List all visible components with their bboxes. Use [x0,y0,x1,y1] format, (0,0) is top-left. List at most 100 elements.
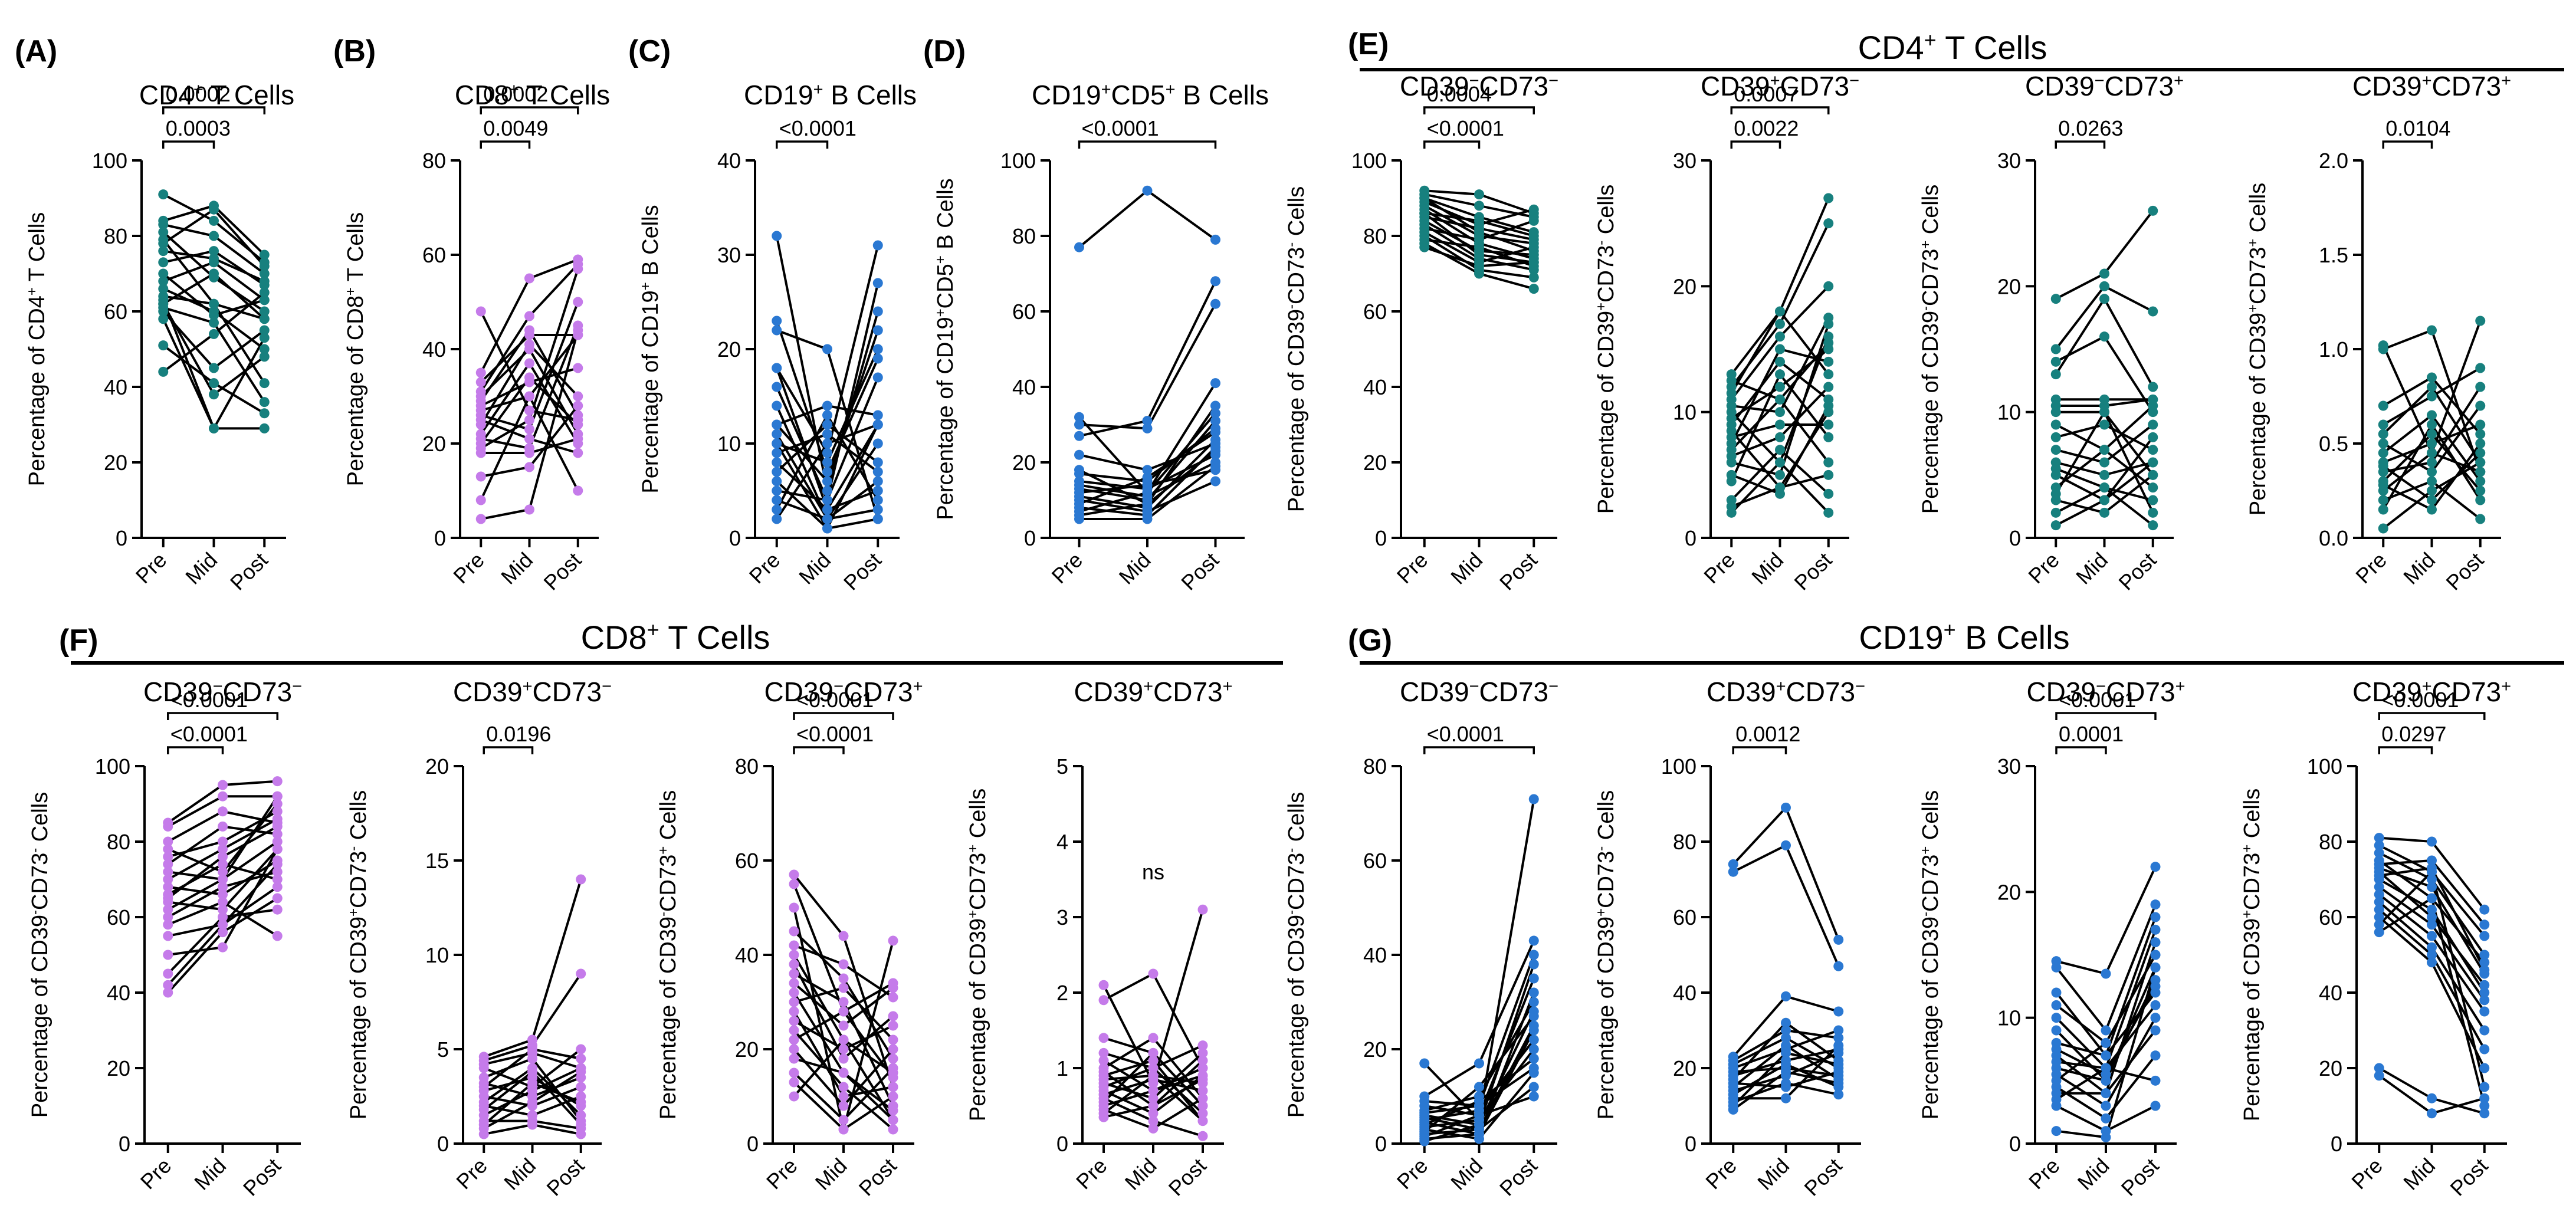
chart-title-part: CD73 [844,676,913,707]
data-point [2099,331,2109,342]
p-value-label: 0.0007 [1734,82,1799,106]
data-point [218,852,228,862]
data-point [1148,1070,1159,1081]
data-point [2479,1108,2490,1119]
data-point [475,377,486,387]
data-point [1210,427,1220,438]
data-point [2150,937,2161,948]
data-point [1726,375,1737,386]
y-axis-label-part: + [346,908,362,917]
group-title: CD19+ B Cells [1859,618,2069,656]
data-point [478,1063,489,1073]
y-axis-label-part: - [1284,304,1300,309]
data-point [1781,1059,1791,1070]
data-point [789,902,799,913]
data-point [2427,457,2437,468]
data-point [209,389,219,400]
data-point [209,306,219,317]
data-point [573,400,583,411]
chart-title-part: T Cells [204,80,294,110]
data-point [1775,482,1785,493]
data-point [1142,465,1153,475]
y-tick-label: 60 [422,243,446,267]
p-value-label: <0.0001 [1427,116,1504,140]
chart-title-part: − [602,677,612,696]
chart-title-part: CD73 [1780,71,1850,101]
data-point [163,987,173,998]
significance-bracket [1730,140,1781,149]
data-point [163,852,173,862]
data-point [259,352,270,362]
data-point [163,866,173,877]
data-point [1419,1108,1430,1118]
panel-label: (C) [628,34,671,68]
data-point [1197,904,1208,915]
data-point [888,1044,898,1055]
data-point [822,485,832,496]
data-point [218,896,228,907]
data-point [2374,904,2384,915]
y-tick-label: 5 [437,1037,449,1062]
data-point [1142,498,1153,509]
y-axis-label-part: T Cells [25,212,50,287]
y-axis-label-part: Percentage of CD39 [966,918,990,1121]
data-point [259,306,270,317]
data-point [1074,419,1084,430]
data-point [1474,1058,1484,1069]
data-point [573,264,583,274]
group-header-f: (F) CD8+ T Cells [59,618,1283,665]
y-axis-label-part: + [2239,845,2255,853]
data-point [789,978,799,988]
data-point [2427,448,2437,458]
data-point [218,791,228,802]
data-point [2050,507,2061,518]
y-axis-label-part: CD73 [1284,853,1309,910]
y-axis-label-part: Cells [1918,790,1943,846]
p-value-label: 0.0003 [166,116,231,140]
data-point [1823,337,1834,348]
data-point [527,1044,537,1055]
p-value-label: 0.0004 [1427,82,1492,106]
data-point [2427,882,2437,892]
y-tick-label: 0 [2009,1132,2021,1156]
data-point [838,973,849,984]
data-point [2479,919,2490,930]
data-point [872,240,883,251]
data-point [789,940,799,951]
data-point [872,467,883,477]
data-point [2150,899,2161,910]
data-point [475,367,486,378]
data-point [838,1020,849,1031]
y-axis-label-part: Percentage of CD39 [2246,313,2270,515]
data-point [272,836,283,847]
data-point [888,1011,898,1022]
x-tick-label: Mid [2071,548,2112,589]
data-point [888,1072,898,1083]
data-point [2150,1075,2161,1086]
data-point [1775,356,1785,367]
x-tick-label: Mid [181,548,222,589]
y-axis-label-part: B Cells [933,178,958,255]
data-point [259,333,270,343]
data-point [2050,356,2061,367]
data-point [2479,987,2490,998]
data-point [2475,514,2486,524]
y-axis-label-part: CD5 [933,264,958,308]
data-point [1197,1093,1208,1103]
data-point [527,1078,537,1089]
data-point [576,1053,586,1064]
y-axis-label-part: + [2245,239,2261,247]
data-point [2378,504,2388,515]
y-tick-label: 80 [107,830,130,854]
data-point [1781,1066,1791,1077]
data-point [888,1053,898,1064]
data-point [1528,1044,1539,1055]
data-point [272,814,283,825]
chart-title-part: CD39 [2352,676,2422,707]
data-point [2427,372,2437,383]
data-point [822,523,832,534]
y-axis-label-part: Percentage of CD39 [346,917,371,1119]
